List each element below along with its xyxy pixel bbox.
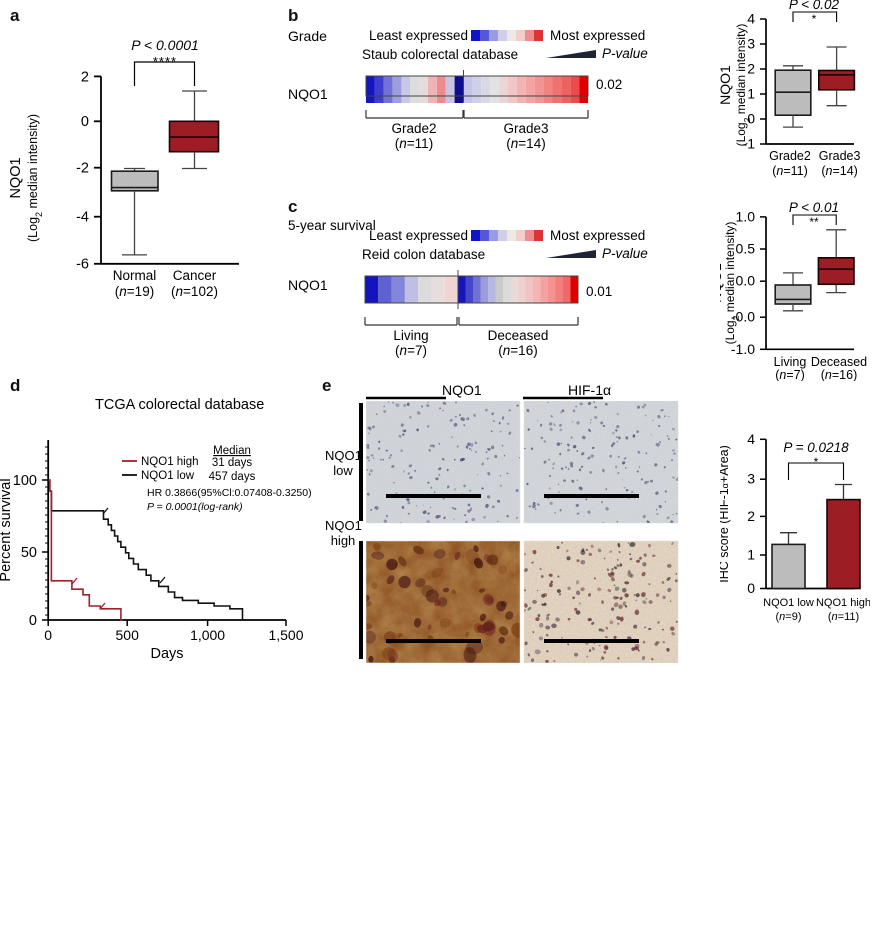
svg-text:Staub colorectal database: Staub colorectal database <box>362 47 518 62</box>
svg-text:IHC score (HIF-1α+Area): IHC score (HIF-1α+Area) <box>720 445 731 583</box>
svg-text:Least expressed: Least expressed <box>369 228 468 243</box>
svg-text:NQO1 low: NQO1 low <box>141 470 195 482</box>
svg-text:NQO1 low: NQO1 low <box>763 597 814 609</box>
svg-text:(n=16): (n=16) <box>498 343 537 358</box>
svg-text:P < 0.0001: P < 0.0001 <box>131 37 199 53</box>
svg-text:(n=102): (n=102) <box>171 284 218 299</box>
svg-text:HR 0.3866(95%Cl:0.07408-0.3250: HR 0.3866(95%Cl:0.07408-0.3250) <box>147 487 312 499</box>
svg-text:Grade2: Grade2 <box>391 121 436 136</box>
svg-text:100: 100 <box>13 473 37 489</box>
svg-text:(n=11): (n=11) <box>395 136 433 151</box>
svg-text:(n=7): (n=7) <box>775 368 805 381</box>
svg-text:(n=16): (n=16) <box>821 368 858 381</box>
svg-text:Least expressed: Least expressed <box>369 28 468 43</box>
svg-text:Most expressed: Most expressed <box>550 228 645 243</box>
svg-text:1: 1 <box>747 86 755 102</box>
svg-text:(n=14): (n=14) <box>821 164 858 178</box>
svg-text:Deceased: Deceased <box>811 355 867 369</box>
svg-text:NQO1 high: NQO1 high <box>816 597 870 609</box>
svg-text:P < 0.01: P < 0.01 <box>789 200 839 215</box>
svg-text:*: * <box>814 455 819 469</box>
svg-text:1: 1 <box>747 547 755 563</box>
svg-text:0.02: 0.02 <box>596 77 622 92</box>
svg-text:Living: Living <box>393 328 428 343</box>
svg-text:NQO1: NQO1 <box>8 157 24 198</box>
svg-text:P-value: P-value <box>602 246 648 261</box>
svg-text:0.5: 0.5 <box>736 241 756 257</box>
svg-text:(n=14): (n=14) <box>506 136 545 151</box>
svg-text:Cancer: Cancer <box>173 268 217 283</box>
svg-text:0.01: 0.01 <box>586 284 612 299</box>
svg-text:1,500: 1,500 <box>268 627 303 643</box>
svg-text:0: 0 <box>81 114 89 130</box>
svg-text:1,000: 1,000 <box>190 627 225 643</box>
svg-text:(Log2 median intensity): (Log2 median intensity) <box>26 114 44 242</box>
svg-text:1.0: 1.0 <box>736 208 756 224</box>
svg-text:457 days: 457 days <box>209 471 256 483</box>
svg-text:P = 0.0218: P = 0.0218 <box>783 440 849 455</box>
svg-text:NQO1 high: NQO1 high <box>141 456 199 468</box>
svg-text:31 days: 31 days <box>212 457 253 469</box>
svg-text:(n=9): (n=9) <box>775 611 801 623</box>
svg-text:Grade2: Grade2 <box>769 149 811 163</box>
svg-text:500: 500 <box>116 627 140 643</box>
svg-text:Normal: Normal <box>113 268 157 283</box>
svg-text:3: 3 <box>747 36 755 52</box>
svg-text:(n=7): (n=7) <box>395 343 427 358</box>
svg-text:Median: Median <box>213 445 251 457</box>
svg-text:Living: Living <box>774 355 807 369</box>
svg-text:2: 2 <box>747 61 755 77</box>
svg-text:2: 2 <box>747 508 755 524</box>
svg-text:Most expressed: Most expressed <box>550 28 645 43</box>
svg-text:Grade3: Grade3 <box>503 121 548 136</box>
svg-text:(n=11): (n=11) <box>772 164 808 178</box>
svg-text:Grade3: Grade3 <box>819 149 861 163</box>
svg-text:(n=11): (n=11) <box>828 611 859 623</box>
svg-text:Deceased: Deceased <box>488 328 549 343</box>
svg-text:0: 0 <box>44 627 52 643</box>
svg-text:0.0: 0.0 <box>736 273 756 289</box>
svg-text:4: 4 <box>747 11 755 27</box>
svg-text:****: **** <box>153 54 177 69</box>
svg-text:-2: -2 <box>76 161 89 177</box>
svg-text:50: 50 <box>21 545 37 561</box>
svg-text:3: 3 <box>747 471 755 487</box>
svg-text:0: 0 <box>29 613 37 629</box>
svg-text:-6: -6 <box>76 257 89 273</box>
svg-text:Percent survival: Percent survival <box>0 478 14 581</box>
svg-text:P = 0.0001(log-rank): P = 0.0001(log-rank) <box>147 501 243 513</box>
svg-text:**: ** <box>809 215 819 229</box>
svg-text:*: * <box>812 12 817 26</box>
svg-text:P-value: P-value <box>602 46 648 61</box>
svg-text:Reid colon database: Reid colon database <box>362 247 485 262</box>
svg-text:NQO1: NQO1 <box>720 65 733 105</box>
svg-text:Days: Days <box>150 646 183 662</box>
svg-text:(n=19): (n=19) <box>115 284 154 299</box>
svg-text:2: 2 <box>81 70 89 86</box>
svg-text:0: 0 <box>747 580 755 596</box>
svg-text:P < 0.02: P < 0.02 <box>789 0 840 12</box>
svg-text:4: 4 <box>747 431 755 447</box>
svg-text:-4: -4 <box>76 210 89 226</box>
